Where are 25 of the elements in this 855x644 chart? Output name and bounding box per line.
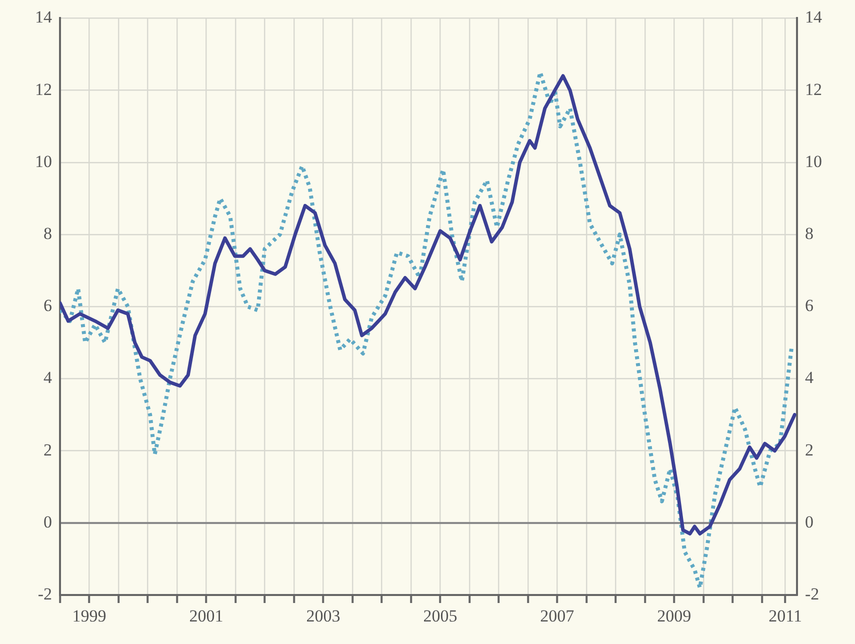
x-tick-label: 1999 bbox=[72, 606, 106, 626]
y2-tick-label: 12 bbox=[805, 80, 822, 99]
y2-tick-label: 8 bbox=[805, 224, 814, 243]
y-tick-label: 4 bbox=[44, 368, 52, 388]
y2-tick-label: -2 bbox=[805, 584, 820, 604]
y-tick-label: 14 bbox=[35, 8, 52, 27]
y-tick-label: 6 bbox=[44, 296, 52, 316]
x-tick-label: 2003 bbox=[306, 606, 340, 626]
y-tick-label: 8 bbox=[44, 224, 52, 243]
x-tick-label: 2007 bbox=[540, 606, 575, 626]
y2-tick-label: 14 bbox=[805, 8, 822, 27]
x-tick-label: 2005 bbox=[423, 606, 458, 626]
x-tick-label: 2011 bbox=[768, 606, 802, 626]
y2-tick-label: 10 bbox=[805, 152, 822, 171]
y-tick-label: 0 bbox=[44, 512, 52, 532]
x-tick-label: 2001 bbox=[189, 606, 224, 626]
y2-tick-label: 6 bbox=[805, 296, 814, 316]
y2-tick-label: 2 bbox=[805, 440, 814, 460]
y2-tick-label: 0 bbox=[805, 512, 814, 532]
y-tick-label: 2 bbox=[44, 440, 52, 460]
y-tick-label: 10 bbox=[35, 152, 52, 171]
x-tick-label: 2009 bbox=[657, 606, 692, 626]
y2-tick-label: 4 bbox=[805, 368, 814, 388]
y-tick-label: -2 bbox=[38, 584, 52, 604]
y-tick-label: 12 bbox=[35, 80, 52, 99]
